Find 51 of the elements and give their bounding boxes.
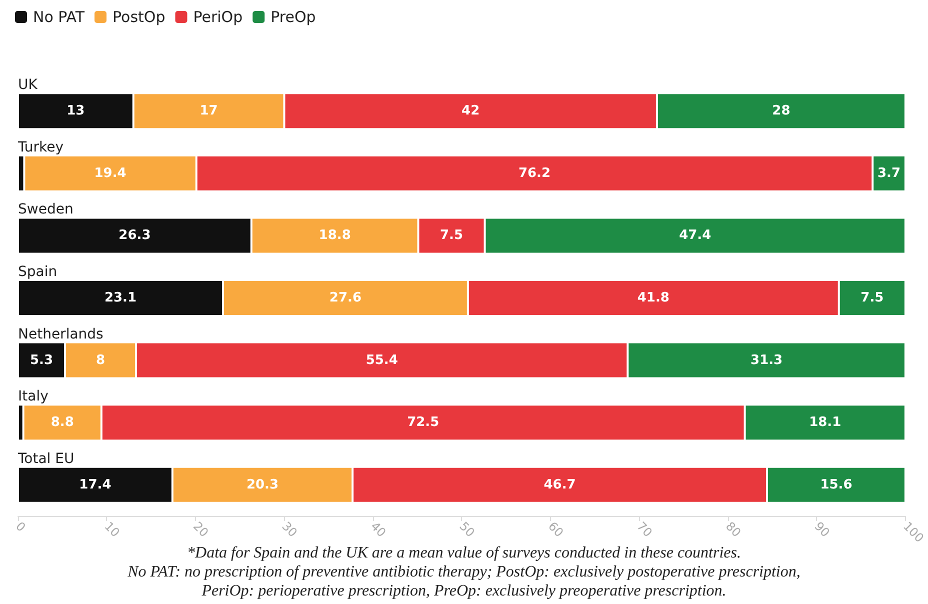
text: *Data for Spain and the UK are a mean value of surveys conducted in these countries.	[187, 544, 741, 562]
data-label: 42	[462, 104, 480, 119]
x-tick-label: 30	[279, 519, 300, 540]
legend-label: PostOp	[112, 8, 166, 26]
data-label: 28	[772, 104, 790, 119]
data-label: 46.7	[544, 477, 576, 492]
data-label: 5.3	[30, 352, 54, 368]
text: No PAT: no prescription of preventive antibiotic therapy; PostOp: exclusively postoperative prescription,	[126, 564, 800, 580]
data-label: 7.5	[440, 228, 464, 244]
data-label: 47.4	[679, 228, 712, 244]
y-tick-label: Total EU	[17, 450, 74, 467]
data-label: 26.3	[118, 228, 151, 244]
data-label: 8.8	[50, 415, 74, 430]
y-tick-label: Italy	[18, 388, 48, 405]
x-tick-label: 50	[456, 519, 478, 540]
y-tick-label: Turkey	[17, 139, 64, 156]
data-label: 76.2	[518, 166, 551, 181]
x-tick-label: 80	[723, 519, 744, 540]
data-label: 72.5	[407, 415, 440, 430]
data-label: 7.5	[860, 290, 884, 306]
legend-label: PreOp	[270, 8, 316, 26]
data-label: 8	[96, 352, 106, 368]
data-label: 55.4	[366, 352, 398, 368]
data-label: 41.8	[637, 290, 670, 306]
x-tick-label: 90	[812, 519, 832, 540]
data-label: 20.3	[246, 477, 279, 492]
x-tick-label: 70	[634, 519, 655, 540]
legend-label: PeriOp	[193, 8, 243, 26]
data-label: 23.1	[104, 290, 137, 306]
y-tick-label: Spain	[18, 264, 58, 280]
data-label: 19.4	[94, 166, 126, 181]
data-label: 17.4	[79, 477, 112, 492]
data-label: 17	[200, 104, 218, 119]
data-label: 3.7	[878, 166, 901, 181]
data-label: 13	[66, 104, 85, 119]
data-label: 18.1	[809, 415, 842, 430]
data-label: 15.6	[820, 477, 852, 492]
x-tick-label: 40	[368, 519, 389, 540]
legend-label: No PAT	[33, 8, 86, 26]
data-label: 31.3	[750, 352, 783, 368]
x-tick-label: 60	[546, 519, 566, 540]
y-tick-label: UK	[18, 77, 38, 94]
y-tick-label: Sweden	[18, 202, 74, 218]
x-tick-label: 20	[190, 519, 212, 540]
x-tick-label: 100	[900, 519, 927, 546]
text: PeriOp: perioperative prescription, PreOp: exclusively preoperative prescription.	[200, 582, 726, 600]
data-label: 18.8	[318, 228, 351, 244]
x-tick-label: 10	[102, 519, 122, 540]
x-tick-label: 0	[13, 519, 28, 534]
data-label: 27.6	[329, 290, 362, 306]
y-tick-label: Netherlands	[18, 326, 104, 342]
